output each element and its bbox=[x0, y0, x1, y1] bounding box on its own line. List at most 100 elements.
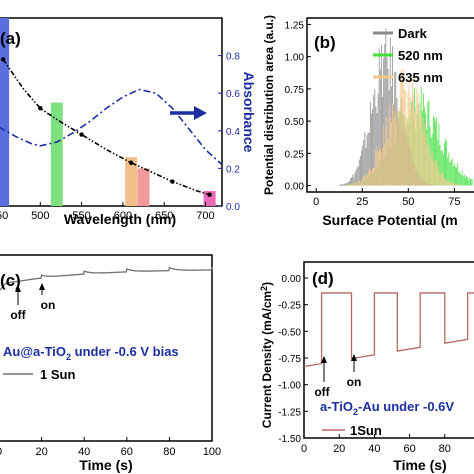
panel-a-ylabel-right: Absorbance bbox=[241, 72, 257, 153]
panel-d-legend-label: 1Sun bbox=[350, 423, 382, 438]
panel-d-xtick-label-0: 0 bbox=[301, 443, 307, 455]
panel-a-label: (a) bbox=[0, 29, 21, 48]
arrow-icon bbox=[170, 106, 207, 120]
panel-c-xtick-label-2: 40 bbox=[78, 446, 90, 458]
panel-d-note: a-TiO2-Au under -0.6V bbox=[320, 399, 454, 417]
panel-a-ytick-label-3: 0.6 bbox=[226, 89, 240, 100]
panel-a-xtick-label-1: 500 bbox=[31, 210, 49, 222]
panel-a-series-dotted bbox=[2, 58, 210, 196]
panel-b-xtick-label-3: 75 bbox=[448, 196, 460, 208]
panel-c-on-label: on bbox=[41, 298, 56, 312]
panel-d-off-arrow-icon bbox=[321, 356, 327, 382]
panel-d-current-density: 0 20 40 60 80 0.00 -0.25 -0.50 -0.75 -1.00 -1.25 -… bbox=[259, 261, 474, 473]
panel-a-xtick-label-5: 700 bbox=[196, 210, 214, 222]
panel-c-xlabel: Time (s) bbox=[79, 457, 132, 473]
panel-c-off-label: off bbox=[10, 308, 26, 322]
panel-b-xtick-label-2: 50 bbox=[402, 196, 414, 208]
panel-a-ytick-label-2: 0.4 bbox=[226, 127, 240, 138]
panel-b-ytick-label-5: 1.25 bbox=[285, 20, 305, 31]
panel-d-ylabel: Current Density (mA/cm2) bbox=[259, 282, 274, 428]
panel-b-ylabel: Potential distribution area (a.u.) bbox=[262, 15, 276, 195]
panel-c-photocurrent: 0 20 40 60 80 100 (c) off on Au@a-TiO2 under … bbox=[0, 254, 221, 473]
panel-a-series-dashdot bbox=[0, 88, 223, 166]
panel-a-xtick-label-2: 550 bbox=[72, 210, 90, 222]
panel-b-xtick-label-1: 25 bbox=[356, 196, 368, 208]
panel-a-bar-1 bbox=[50, 102, 63, 206]
panel-d-ytick-label-3: -0.75 bbox=[278, 354, 301, 365]
panel-a-marker-4 bbox=[79, 132, 84, 137]
panel-a-ytick-label-1: 0.2 bbox=[226, 164, 240, 175]
panel-c-x-ticks: 0 20 40 60 80 100 bbox=[0, 437, 221, 458]
panel-d-xtick-label-3: 60 bbox=[403, 443, 415, 455]
panel-b-y-ticks: 0.00 0.25 0.50 0.75 1.00 1.25 bbox=[285, 20, 311, 193]
panel-a-lines bbox=[0, 57, 223, 197]
panel-c-on-arrow-icon bbox=[39, 283, 45, 295]
panel-d-frame bbox=[303, 261, 474, 439]
panel-b-label: (b) bbox=[314, 33, 336, 52]
legend-label-520: 520 nm bbox=[398, 48, 443, 63]
panel-b-ytick-label-4: 1.00 bbox=[285, 53, 305, 64]
panel-d-ytick-label-1: -0.25 bbox=[278, 301, 301, 312]
panel-c-legend-label: 1 Sun bbox=[40, 367, 75, 382]
panel-d-x-ticks: 0 20 40 60 80 bbox=[301, 434, 451, 455]
panel-b-ytick-label-2: 0.50 bbox=[285, 117, 305, 128]
panel-b-x-ticks: 0 25 50 75 bbox=[313, 188, 460, 208]
panel-a-absorbance: 450 500 550 600 650 700 0.0 0.2 0.4 0.6 0.8 (a) W… bbox=[0, 17, 257, 227]
panel-d-on-label: on bbox=[347, 375, 362, 389]
panel-c-xtick-label-5: 100 bbox=[203, 446, 221, 458]
panel-d-xtick-label-2: 40 bbox=[368, 443, 380, 455]
panel-a-bar-4 bbox=[203, 190, 216, 206]
legend-label-dark: Dark bbox=[398, 26, 428, 41]
panel-a-bar-3 bbox=[137, 168, 150, 206]
legend-label-635: 635 nm bbox=[398, 70, 443, 85]
panel-c-label: (c) bbox=[0, 271, 21, 290]
panel-d-ytick-label-0: 0.00 bbox=[282, 274, 302, 285]
panel-b-ytick-label-0: 0.00 bbox=[285, 182, 305, 193]
panel-b-ytick-label-1: 0.25 bbox=[285, 149, 305, 160]
panel-c-note: Au@a-TiO2 under -0.6 V bias bbox=[3, 344, 179, 362]
panel-a-ytick-label-4: 0.8 bbox=[226, 52, 240, 63]
panel-d-ytick-label-5: -1.25 bbox=[278, 407, 301, 418]
panel-d-trace bbox=[303, 292, 474, 368]
panel-d-on-arrow-icon bbox=[351, 354, 357, 372]
panel-b-potential-distribution: 0 25 50 75 0.00 0.25 0.50 0.75 1.00 1.25 (b) Dar… bbox=[262, 15, 474, 228]
panel-c-xtick-label-1: 20 bbox=[35, 446, 47, 458]
panel-a-marker-2 bbox=[38, 106, 43, 111]
panel-a-right-ticks: 0.0 0.2 0.4 0.6 0.8 bbox=[218, 52, 240, 213]
panel-a-xlabel: Wavelength (nm) bbox=[64, 211, 176, 227]
panel-d-xtick-label-4: 80 bbox=[439, 443, 451, 455]
panel-b-xtick-label-0: 0 bbox=[313, 196, 319, 208]
panel-c-frame bbox=[0, 254, 213, 442]
panel-a-xtick-label-4: 650 bbox=[155, 210, 173, 222]
panel-c-off-arrow-icon bbox=[15, 285, 21, 305]
panel-d-off-label: off bbox=[314, 385, 330, 399]
panel-a-marker-10 bbox=[207, 192, 212, 197]
panel-b-frame bbox=[306, 17, 474, 193]
panel-a-frame bbox=[0, 17, 223, 207]
panel-d-y-ticks: 0.00 -0.25 -0.50 -0.75 -1.00 -1.25 -1.50 bbox=[278, 274, 308, 445]
panel-a-bar-2 bbox=[125, 157, 138, 206]
panel-a-xtick-label-0: 450 bbox=[0, 210, 8, 222]
panel-b-histograms bbox=[338, 28, 473, 186]
panel-d-xtick-label-1: 20 bbox=[333, 443, 345, 455]
panel-c-xtick-label-0: 0 bbox=[0, 446, 2, 458]
panel-c-xtick-label-4: 80 bbox=[163, 446, 175, 458]
panel-d-ytick-label-4: -1.00 bbox=[278, 381, 301, 392]
panel-d-ytick-label-2: -0.50 bbox=[278, 327, 301, 338]
panel-a-bar-0 bbox=[0, 18, 10, 206]
panel-a-bars bbox=[0, 18, 216, 206]
panel-a-x-ticks: 450 500 550 600 650 700 bbox=[0, 202, 215, 222]
panel-c-trace bbox=[0, 266, 213, 291]
panel-a-marker-6 bbox=[128, 160, 134, 165]
panel-a-ytick-label-0: 0.0 bbox=[226, 202, 240, 213]
panel-a-marker-0 bbox=[0, 57, 6, 62]
panel-d-xlabel: Time (s) bbox=[393, 457, 446, 473]
panel-a-marker-8 bbox=[170, 179, 175, 184]
panel-d-ytick-label-6: -1.50 bbox=[278, 434, 301, 445]
panel-b-legend: Dark 520 nm 635 nm bbox=[373, 26, 443, 85]
panel-c-xtick-label-3: 60 bbox=[121, 446, 133, 458]
panel-b-xlabel: Surface Potential (m bbox=[322, 212, 457, 228]
panel-a-xtick-label-3: 600 bbox=[114, 210, 132, 222]
panel-b-ytick-label-3: 0.75 bbox=[285, 85, 305, 96]
